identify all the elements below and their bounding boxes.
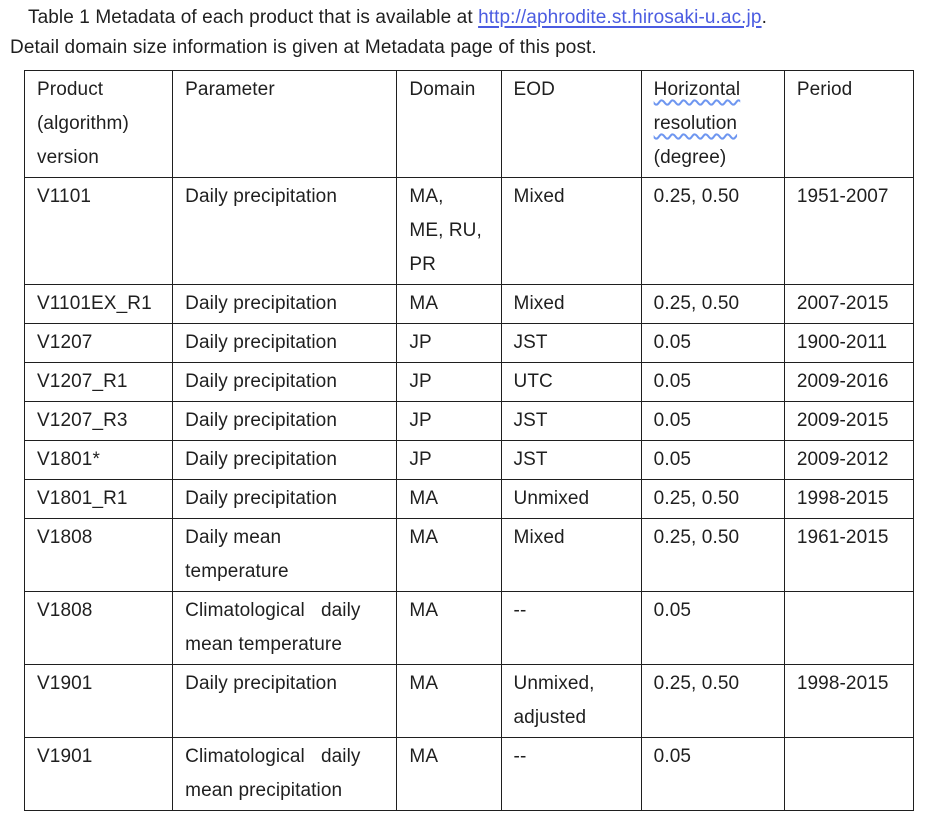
cell-resolution: 0.05 [640, 440, 785, 480]
cell-period: 1998-2015 [783, 664, 915, 738]
header-degree-unit: (degree) [653, 147, 727, 168]
cell-eod: Mixed [500, 284, 642, 324]
cell-domain: MA [396, 664, 502, 738]
cell-period: 2009-2015 [783, 401, 915, 441]
cell-parameter: Daily mean temperature [172, 518, 398, 592]
cell-parameter: Daily precipitation [172, 664, 398, 738]
cell-eod: -- [500, 737, 642, 811]
table-row-v1808-climatological: V1808 Climatological daily mean temperat… [23, 591, 915, 665]
cell-eod: Mixed [500, 177, 642, 285]
cell-parameter: Daily precipitation [172, 284, 398, 324]
col-header-period: Period [783, 70, 915, 178]
col-header-parameter: Parameter [172, 70, 398, 178]
cell-product: V1808 [23, 591, 174, 665]
cell-resolution: 0.05 [640, 362, 785, 402]
table-row-v1101: V1101 Daily precipitation MA, ME, RU, PR… [23, 177, 915, 285]
table-row-v1808-temperature: V1808 Daily mean temperature MA Mixed 0.… [23, 518, 915, 592]
cell-resolution: 0.25, 0.50 [640, 664, 785, 738]
cell-period: 2009-2012 [783, 440, 915, 480]
col-header-domain: Domain [396, 70, 502, 178]
cell-product: V1808 [23, 518, 174, 592]
cell-period: 1900-2011 [783, 323, 915, 363]
cell-resolution: 0.05 [640, 323, 785, 363]
cell-eod: JST [500, 440, 642, 480]
cell-period [783, 737, 915, 811]
cell-parameter: Climatological daily mean precipitation [172, 737, 398, 811]
cell-domain: JP [396, 323, 502, 363]
cell-domain: JP [396, 401, 502, 441]
cell-period: 1961-2015 [783, 518, 915, 592]
cell-product: V1207 [23, 323, 174, 363]
table-row-v1901-climatological: V1901 Climatological daily mean precipit… [23, 737, 915, 811]
cell-product: V1207_R1 [23, 362, 174, 402]
spellcheck-word-resolution: resolution [653, 113, 738, 134]
cell-product: V1801* [23, 440, 174, 480]
caption-line-2: Detail domain size information is given … [10, 37, 597, 58]
cell-resolution: 0.05 [640, 591, 785, 665]
table-row-v1901-precipitation: V1901 Daily precipitation MA Unmixed, ad… [23, 664, 915, 738]
table-row-v1207-r1: V1207_R1 Daily precipitation JP UTC 0.05… [23, 362, 915, 402]
cell-period: 2009-2016 [783, 362, 915, 402]
cell-product: V1207_R3 [23, 401, 174, 441]
cell-domain: MA [396, 284, 502, 324]
table-row-v1207: V1207 Daily precipitation JP JST 0.05 19… [23, 323, 915, 363]
cell-eod: JST [500, 323, 642, 363]
cell-parameter: Daily precipitation [172, 479, 398, 519]
metadata-table: Product (algorithm) version Parameter Do… [23, 70, 915, 811]
cell-parameter: Daily precipitation [172, 440, 398, 480]
cell-parameter: Daily precipitation [172, 177, 398, 285]
cell-period: 1998-2015 [783, 479, 915, 519]
cell-resolution: 0.05 [640, 401, 785, 441]
cell-period: 2007-2015 [783, 284, 915, 324]
cell-eod: JST [500, 401, 642, 441]
header-row: Product (algorithm) version Parameter Do… [23, 70, 915, 178]
cell-eod: Unmixed [500, 479, 642, 519]
cell-parameter: Daily precipitation [172, 401, 398, 441]
col-header-horizontal-resolution: Horizontal resolution (degree) [640, 70, 785, 178]
cell-product: V1901 [23, 737, 174, 811]
table-caption: Table 1 Metadata of each product that is… [10, 3, 926, 63]
cell-domain: MA [396, 737, 502, 811]
caption-hyperlink[interactable]: http://aphrodite.st.hirosaki-u.ac.jp [478, 7, 762, 28]
col-header-product-version: Product (algorithm) version [23, 70, 174, 178]
table-row-v1801-r1: V1801_R1 Daily precipitation MA Unmixed … [23, 479, 915, 519]
cell-resolution: 0.25, 0.50 [640, 479, 785, 519]
table-row-v1801: V1801* Daily precipitation JP JST 0.05 2… [23, 440, 915, 480]
cell-resolution: 0.25, 0.50 [640, 177, 785, 285]
cell-eod: Mixed [500, 518, 642, 592]
cell-parameter: Climatological daily mean temperature [172, 591, 398, 665]
spellcheck-word-horizontal: Horizontal [653, 79, 741, 100]
cell-domain: MA [396, 518, 502, 592]
cell-product: V1101EX_R1 [23, 284, 174, 324]
cell-domain: JP [396, 362, 502, 402]
cell-eod: -- [500, 591, 642, 665]
caption-text-before-link: Table 1 Metadata of each product that is… [28, 7, 479, 28]
cell-resolution: 0.25, 0.50 [640, 518, 785, 592]
table-row-v1207-r3: V1207_R3 Daily precipitation JP JST 0.05… [23, 401, 915, 441]
cell-domain: JP [396, 440, 502, 480]
cell-product: V1101 [23, 177, 174, 285]
col-header-eod: EOD [500, 70, 642, 178]
table-row-v1101ex-r1: V1101EX_R1 Daily precipitation MA Mixed … [23, 284, 915, 324]
cell-product: V1901 [23, 664, 174, 738]
cell-resolution: 0.25, 0.50 [640, 284, 785, 324]
cell-parameter: Daily precipitation [172, 323, 398, 363]
cell-domain: MA [396, 591, 502, 665]
caption-text-after-link: . [761, 7, 767, 28]
cell-period [783, 591, 915, 665]
cell-resolution: 0.05 [640, 737, 785, 811]
cell-eod: UTC [500, 362, 642, 402]
cell-parameter: Daily precipitation [172, 362, 398, 402]
cell-domain: MA [396, 479, 502, 519]
cell-period: 1951-2007 [783, 177, 915, 285]
cell-domain: MA, ME, RU, PR [396, 177, 502, 285]
cell-product: V1801_R1 [23, 479, 174, 519]
cell-eod: Unmixed, adjusted [500, 664, 642, 738]
